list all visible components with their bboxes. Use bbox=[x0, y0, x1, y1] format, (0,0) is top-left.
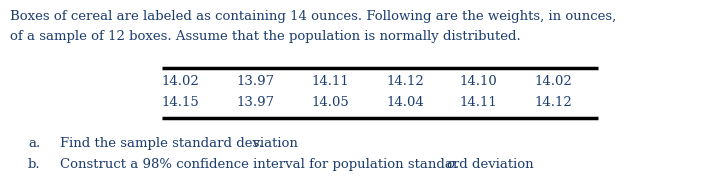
Text: 13.97: 13.97 bbox=[236, 75, 274, 88]
Text: a.: a. bbox=[28, 137, 40, 150]
Text: Find the sample standard deviation: Find the sample standard deviation bbox=[60, 137, 302, 150]
Text: 14.10: 14.10 bbox=[459, 75, 497, 88]
Text: of a sample of 12 boxes. Assume that the population is normally distributed.: of a sample of 12 boxes. Assume that the… bbox=[10, 30, 520, 43]
Text: Construct a 98% confidence interval for population standard deviation: Construct a 98% confidence interval for … bbox=[60, 158, 538, 171]
Text: 14.02: 14.02 bbox=[161, 75, 199, 88]
Text: Boxes of cereal are labeled as containing 14 ounces. Following are the weights, : Boxes of cereal are labeled as containin… bbox=[10, 10, 616, 23]
Text: 14.05: 14.05 bbox=[311, 96, 349, 109]
Text: 14.11: 14.11 bbox=[311, 75, 349, 88]
Text: 14.02: 14.02 bbox=[534, 75, 572, 88]
Text: 14.11: 14.11 bbox=[459, 96, 497, 109]
Text: 13.97: 13.97 bbox=[236, 96, 274, 109]
Text: 14.12: 14.12 bbox=[386, 75, 424, 88]
Text: 14.04: 14.04 bbox=[386, 96, 424, 109]
Text: 14.12: 14.12 bbox=[534, 96, 572, 109]
Text: σ.: σ. bbox=[446, 158, 460, 171]
Text: s.: s. bbox=[253, 137, 265, 150]
Text: b.: b. bbox=[28, 158, 41, 171]
Text: 14.15: 14.15 bbox=[161, 96, 199, 109]
